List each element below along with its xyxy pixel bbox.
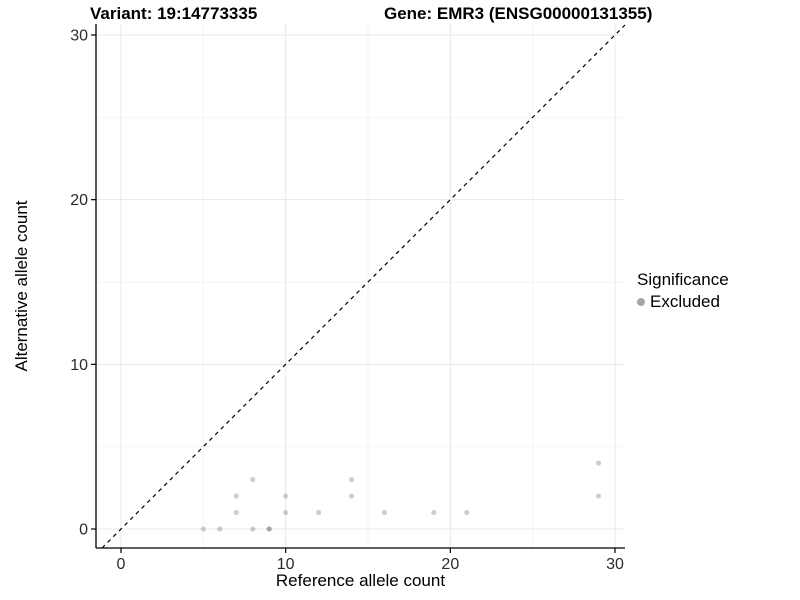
- data-point: [217, 526, 223, 532]
- data-point: [250, 476, 256, 483]
- data-point: [381, 509, 388, 516]
- data-point: [595, 460, 602, 466]
- plot-title-gene: Gene: EMR3 (ENSG00000131355): [384, 4, 653, 23]
- data-point: [348, 493, 355, 499]
- plot-title-variant: Variant: 19:14773335: [90, 4, 258, 23]
- legend: Significance Excluded: [637, 270, 729, 312]
- y-axis-label: Alternative allele count: [12, 200, 31, 372]
- identity-line: [101, 24, 626, 549]
- data-point: [431, 509, 437, 516]
- data-point: [250, 526, 256, 532]
- data-point: [283, 509, 289, 516]
- point-icon: [637, 298, 645, 306]
- data-point: [348, 476, 355, 483]
- data-point: [200, 526, 206, 532]
- y-tick-label: 20: [70, 192, 88, 209]
- x-tick-label: 0: [117, 556, 126, 573]
- x-axis-label: Reference allele count: [275, 571, 446, 590]
- data-point: [283, 493, 289, 499]
- x-tick-label: 20: [441, 556, 459, 573]
- legend-label: Excluded: [650, 292, 720, 311]
- data-point: [266, 526, 272, 532]
- legend-title: Significance: [637, 270, 729, 289]
- y-tick-label: 30: [70, 27, 88, 44]
- x-tick-label: 10: [277, 556, 295, 573]
- data-point: [233, 493, 239, 499]
- data-point: [316, 509, 322, 516]
- y-tick-label: 10: [70, 357, 88, 374]
- x-tick-label: 30: [606, 556, 624, 573]
- data-point: [233, 509, 239, 516]
- data-point: [266, 526, 272, 532]
- data-point: [464, 509, 470, 516]
- legend-item-excluded: Excluded: [637, 292, 729, 312]
- y-tick-label: 0: [79, 522, 88, 539]
- data-point: [595, 493, 602, 499]
